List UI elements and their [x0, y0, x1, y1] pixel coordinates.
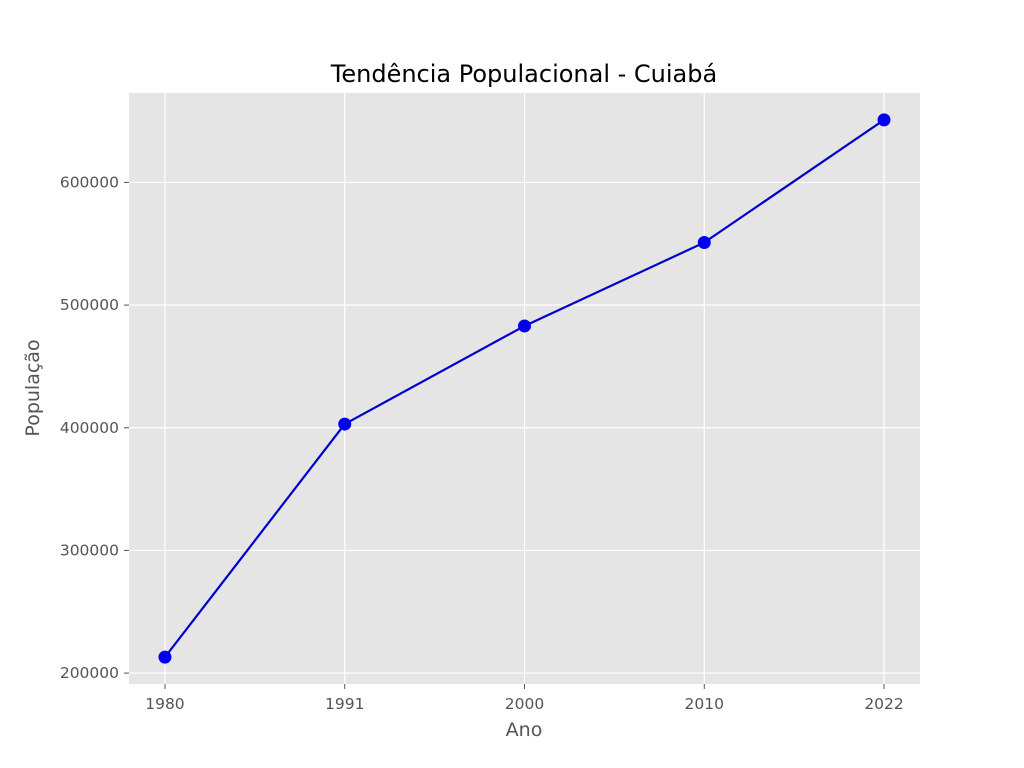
y-axis-label: População [22, 339, 44, 436]
x-axis-label: Ano [506, 719, 543, 741]
y-tick-label: 600000 [60, 173, 119, 191]
data-point [158, 650, 172, 664]
data-point [518, 319, 531, 333]
data-point [697, 236, 711, 250]
series-layer [158, 113, 891, 664]
y-tick-label: 500000 [60, 296, 119, 314]
data-point [877, 113, 891, 127]
x-tick-label: 2000 [505, 695, 544, 713]
grid-lines [129, 93, 920, 684]
y-tick-label: 300000 [60, 541, 119, 559]
axis-ticks: 1980 1991 2000 2010 2022 200000 300000 400000 50… [60, 173, 904, 713]
chart-title: Tendência Populacional - Cuiabá [330, 60, 717, 88]
x-tick-label: 1980 [145, 695, 184, 713]
x-tick-label: 1991 [325, 695, 364, 713]
y-tick-label: 400000 [60, 419, 119, 437]
x-tick-label: 2022 [864, 695, 903, 713]
x-tick-label: 2010 [685, 695, 724, 713]
data-point [338, 417, 352, 431]
y-tick-label: 200000 [60, 664, 119, 682]
